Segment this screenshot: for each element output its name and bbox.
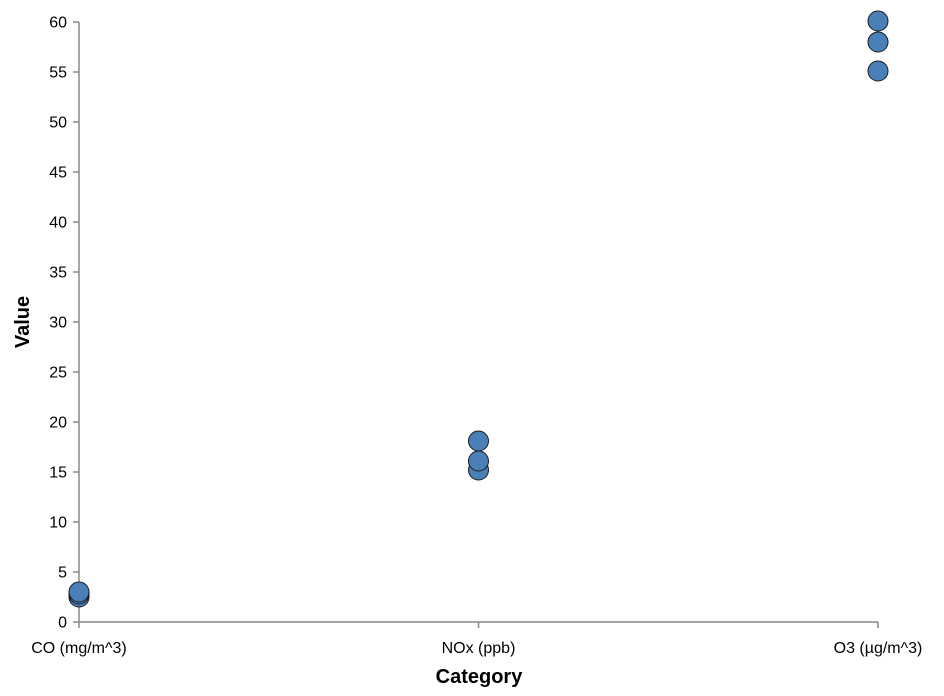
x-axis-title: Category xyxy=(436,666,524,688)
y-tick-label: 55 xyxy=(49,65,67,82)
x-axis: CO (mg/m^3) NOx (ppb) O3 (µg/m^3) xyxy=(31,621,923,657)
y-tick-label: 25 xyxy=(49,365,67,382)
scatter-point xyxy=(867,31,889,53)
scatter-point xyxy=(468,450,489,472)
y-tick-label: 40 xyxy=(49,215,67,232)
y-axis-title: Value xyxy=(12,296,34,348)
x-tick-label: NOx (ppb) xyxy=(442,640,516,657)
y-tick-label: 5 xyxy=(58,565,67,582)
y-axis: 0 5 10 15 20 25 30 35 40 45 50 55 60 xyxy=(49,15,80,632)
x-tick-label: CO (mg/m^3) xyxy=(31,640,127,657)
x-tick-label: O3 (µg/m^3) xyxy=(834,640,923,657)
data-points xyxy=(68,10,889,608)
y-tick-label: 20 xyxy=(49,415,67,432)
y-tick-label: 0 xyxy=(58,615,67,632)
scatter-point xyxy=(68,581,90,603)
y-tick-label: 15 xyxy=(49,465,67,482)
y-tick-label: 30 xyxy=(49,315,67,332)
scatter-point xyxy=(867,10,889,32)
scatter-point xyxy=(867,60,889,82)
y-tick-label: 35 xyxy=(49,265,67,282)
y-tick-label: 10 xyxy=(49,515,67,532)
y-tick-label: 45 xyxy=(49,165,67,182)
scatter-point xyxy=(468,430,489,452)
y-tick-label: 50 xyxy=(49,115,67,132)
y-tick-label: 60 xyxy=(49,15,67,32)
